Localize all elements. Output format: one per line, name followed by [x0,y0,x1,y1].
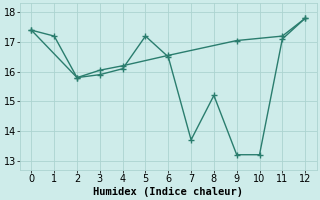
X-axis label: Humidex (Indice chaleur): Humidex (Indice chaleur) [93,186,243,197]
